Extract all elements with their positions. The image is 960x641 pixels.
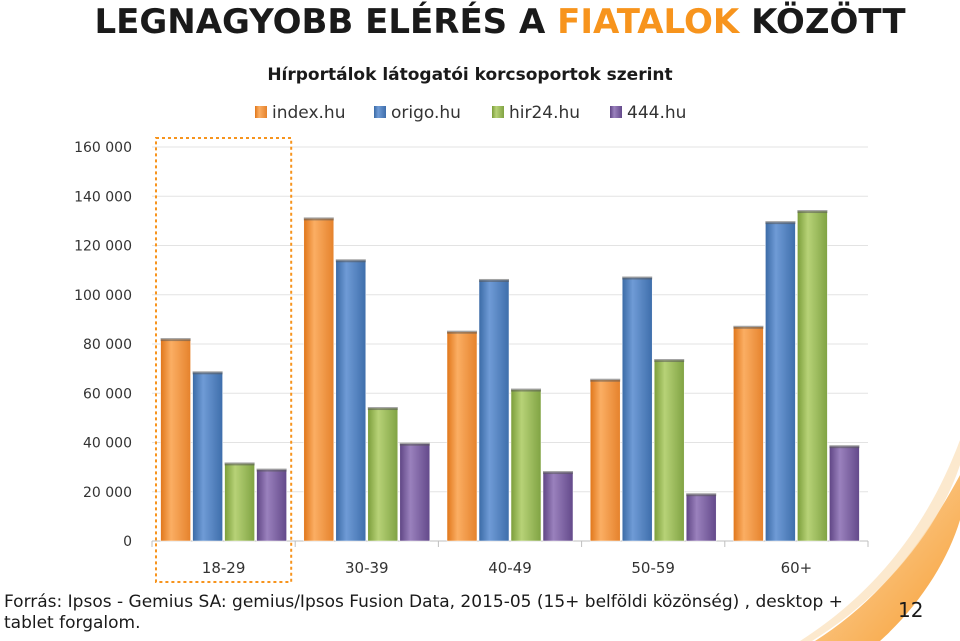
x-tick-label: 40-49	[488, 559, 532, 577]
bar-hir24-hu-18-29	[224, 463, 255, 542]
bar-origo-hu-40-49	[478, 279, 510, 542]
bar-hir24-hu-50-59	[653, 359, 685, 542]
bar-cap	[829, 445, 860, 449]
bar-cap	[447, 330, 477, 334]
bar-cap	[160, 338, 191, 342]
legend-swatch	[255, 106, 267, 118]
bar-cap	[224, 462, 255, 466]
highlight-box	[155, 137, 293, 583]
x-tick-label: 50-59	[631, 559, 675, 577]
bar-cap	[590, 378, 621, 382]
y-tick-label: 80 000	[83, 337, 132, 353]
y-tick-label: 60 000	[83, 386, 132, 402]
bar-index-hu-18-29	[160, 338, 191, 542]
bar-cap	[192, 371, 223, 375]
bar-hir24-hu-30-39	[367, 407, 399, 542]
legend: index.hu origo.hu hir24.hu 444.hu	[255, 103, 686, 123]
x-tick-label: 18-29	[202, 559, 246, 577]
bar-cap	[479, 278, 509, 282]
bar-origo-hu-30-39	[335, 260, 367, 542]
bar-hir24-hu-60+	[797, 210, 828, 542]
x-tick-label: 30-39	[345, 559, 389, 577]
bar-index-hu-50-59	[589, 379, 621, 542]
x-axis: 18-29 30-39 40-49 50-59 60+	[151, 541, 869, 577]
bar-cap	[511, 388, 541, 392]
x-tick-label: 60+	[781, 559, 813, 577]
bar-cap	[733, 325, 764, 329]
bar-cap	[303, 217, 334, 221]
y-tick-label: 140 000	[74, 189, 132, 205]
bar-cap	[367, 407, 398, 411]
y-tick-label: 120 000	[74, 239, 132, 255]
bar-origo-hu-50-59	[621, 277, 653, 542]
bar-cap	[797, 210, 828, 214]
legend-swatch	[610, 106, 622, 118]
bar-444-hu-60+	[829, 445, 860, 542]
y-tick-label: 0	[123, 534, 132, 550]
bar-cap	[622, 276, 653, 280]
bar-cap	[765, 221, 796, 225]
headline-part1: LEGNAGYOBB ELÉRÉS A	[94, 2, 558, 42]
bar-cap	[335, 259, 366, 263]
headline-accent: FIATALOK	[557, 2, 740, 42]
y-axis: 0 20 000 40 000 60 000 80 000 100 000 120 000 1…	[74, 140, 132, 550]
bar-origo-hu-18-29	[192, 372, 223, 542]
legend-label: origo.hu	[391, 103, 461, 123]
page-number: 12	[898, 598, 924, 622]
chart-title: Hírportálok látogatói korcsoportok szeri…	[267, 65, 672, 85]
source-note: Forrás: Ipsos - Gemius SA: gemius/Ipsos …	[4, 592, 843, 633]
bar-index-hu-60+	[733, 326, 764, 542]
y-tick-label: 100 000	[74, 288, 132, 304]
headline: LEGNAGYOBB ELÉRÉS A FIATALOK KÖZÖTT	[0, 2, 960, 42]
bar-index-hu-40-49	[446, 331, 478, 542]
legend-label: 444.hu	[627, 103, 686, 123]
bars	[160, 210, 860, 542]
bar-index-hu-30-39	[303, 218, 335, 542]
bar-444-hu-50-59	[685, 493, 717, 542]
y-tick-label: 20 000	[83, 485, 132, 501]
legend-label: hir24.hu	[509, 103, 580, 123]
bar-444-hu-30-39	[399, 443, 431, 542]
y-tick-label: 40 000	[83, 436, 132, 452]
decorative-swoosh	[815, 475, 960, 641]
bar-cap	[654, 359, 685, 363]
y-tick-label: 160 000	[74, 140, 132, 156]
legend-swatch	[492, 106, 504, 118]
bar-cap	[686, 493, 717, 497]
legend-swatch	[374, 106, 386, 118]
bar-444-hu-40-49	[542, 471, 574, 542]
bar-cap	[543, 471, 573, 475]
legend-label: index.hu	[272, 103, 345, 123]
bar-origo-hu-60+	[765, 221, 796, 542]
bar-cap	[256, 468, 287, 472]
bar-444-hu-18-29	[256, 469, 287, 542]
bar-cap	[399, 442, 430, 446]
headline-part2: KÖZÖTT	[739, 2, 906, 42]
bar-hir24-hu-40-49	[510, 389, 542, 542]
